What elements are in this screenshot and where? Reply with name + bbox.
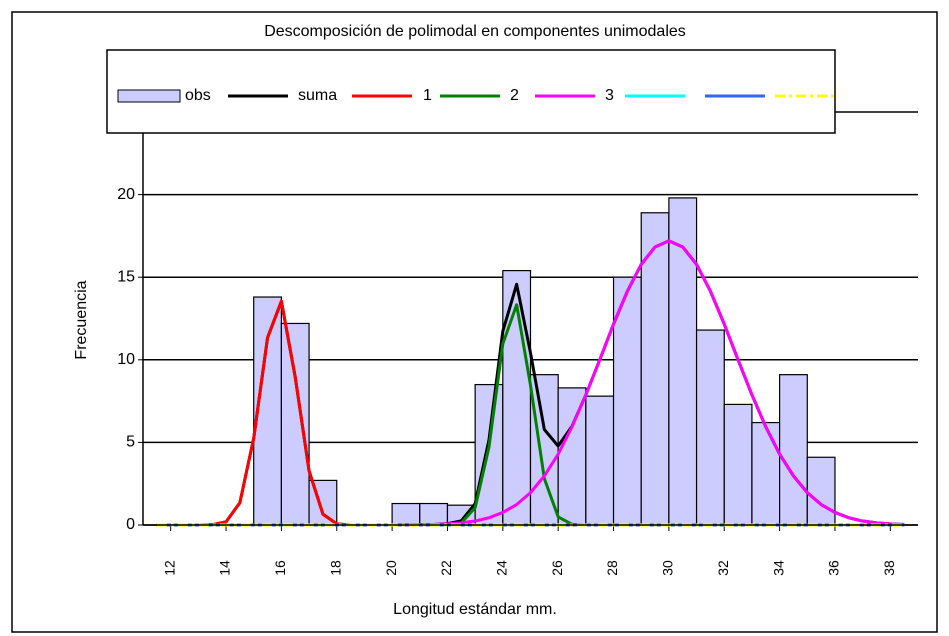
legend-label: obs: [185, 87, 211, 104]
histogram-bar: [557, 387, 587, 526]
x-tick-label: 20: [383, 560, 399, 576]
histogram-bar: [474, 383, 504, 526]
y-axis-title: Frecuencia: [73, 280, 90, 359]
histogram-bar: [280, 322, 310, 526]
histogram-bar: [751, 421, 781, 526]
x-tick-label: 14: [217, 560, 233, 576]
histogram-bar: [723, 403, 753, 526]
y-tick-label: 0: [126, 516, 135, 533]
histogram-bar: [668, 197, 698, 526]
histogram-bar: [391, 502, 421, 526]
histogram-bar: [612, 276, 642, 526]
x-tick-label: 22: [438, 560, 454, 576]
legend-label: 3: [605, 87, 614, 104]
histogram-bar: [419, 502, 449, 526]
x-tick-label: 24: [494, 560, 510, 576]
y-tick-label: 15: [117, 268, 135, 285]
x-tick-label: 26: [549, 560, 565, 576]
legend-label: 2: [510, 87, 519, 104]
histogram-bar: [585, 395, 615, 526]
y-tick-label: 10: [117, 351, 135, 368]
legend: obs suma 1 2 3: [106, 49, 836, 134]
histogram-bar: [806, 456, 836, 526]
legend-label: suma: [298, 87, 337, 104]
x-tick-label: 12: [161, 560, 177, 576]
x-tick-label: 28: [604, 560, 620, 576]
chart-title: Descomposición de polimodal en component…: [264, 23, 686, 40]
y-tick-label: 5: [126, 434, 135, 451]
legend-box: [106, 49, 836, 134]
x-tick-label: 38: [881, 560, 897, 576]
x-axis-title: Longitud estándar mm.: [393, 601, 557, 618]
x-tick-label: 30: [660, 560, 676, 576]
legend-label: 1: [423, 87, 432, 104]
x-tick-label: 32: [715, 560, 731, 576]
x-tick-label: 18: [327, 560, 343, 576]
x-tick-label: 34: [770, 560, 786, 576]
histogram-bar: [779, 374, 808, 526]
legend-swatch: [117, 89, 181, 103]
y-tick-label: 20: [117, 186, 135, 203]
x-tick-label: 36: [826, 560, 842, 576]
histogram-bar: [695, 329, 725, 526]
x-tick-label: 16: [272, 560, 288, 576]
